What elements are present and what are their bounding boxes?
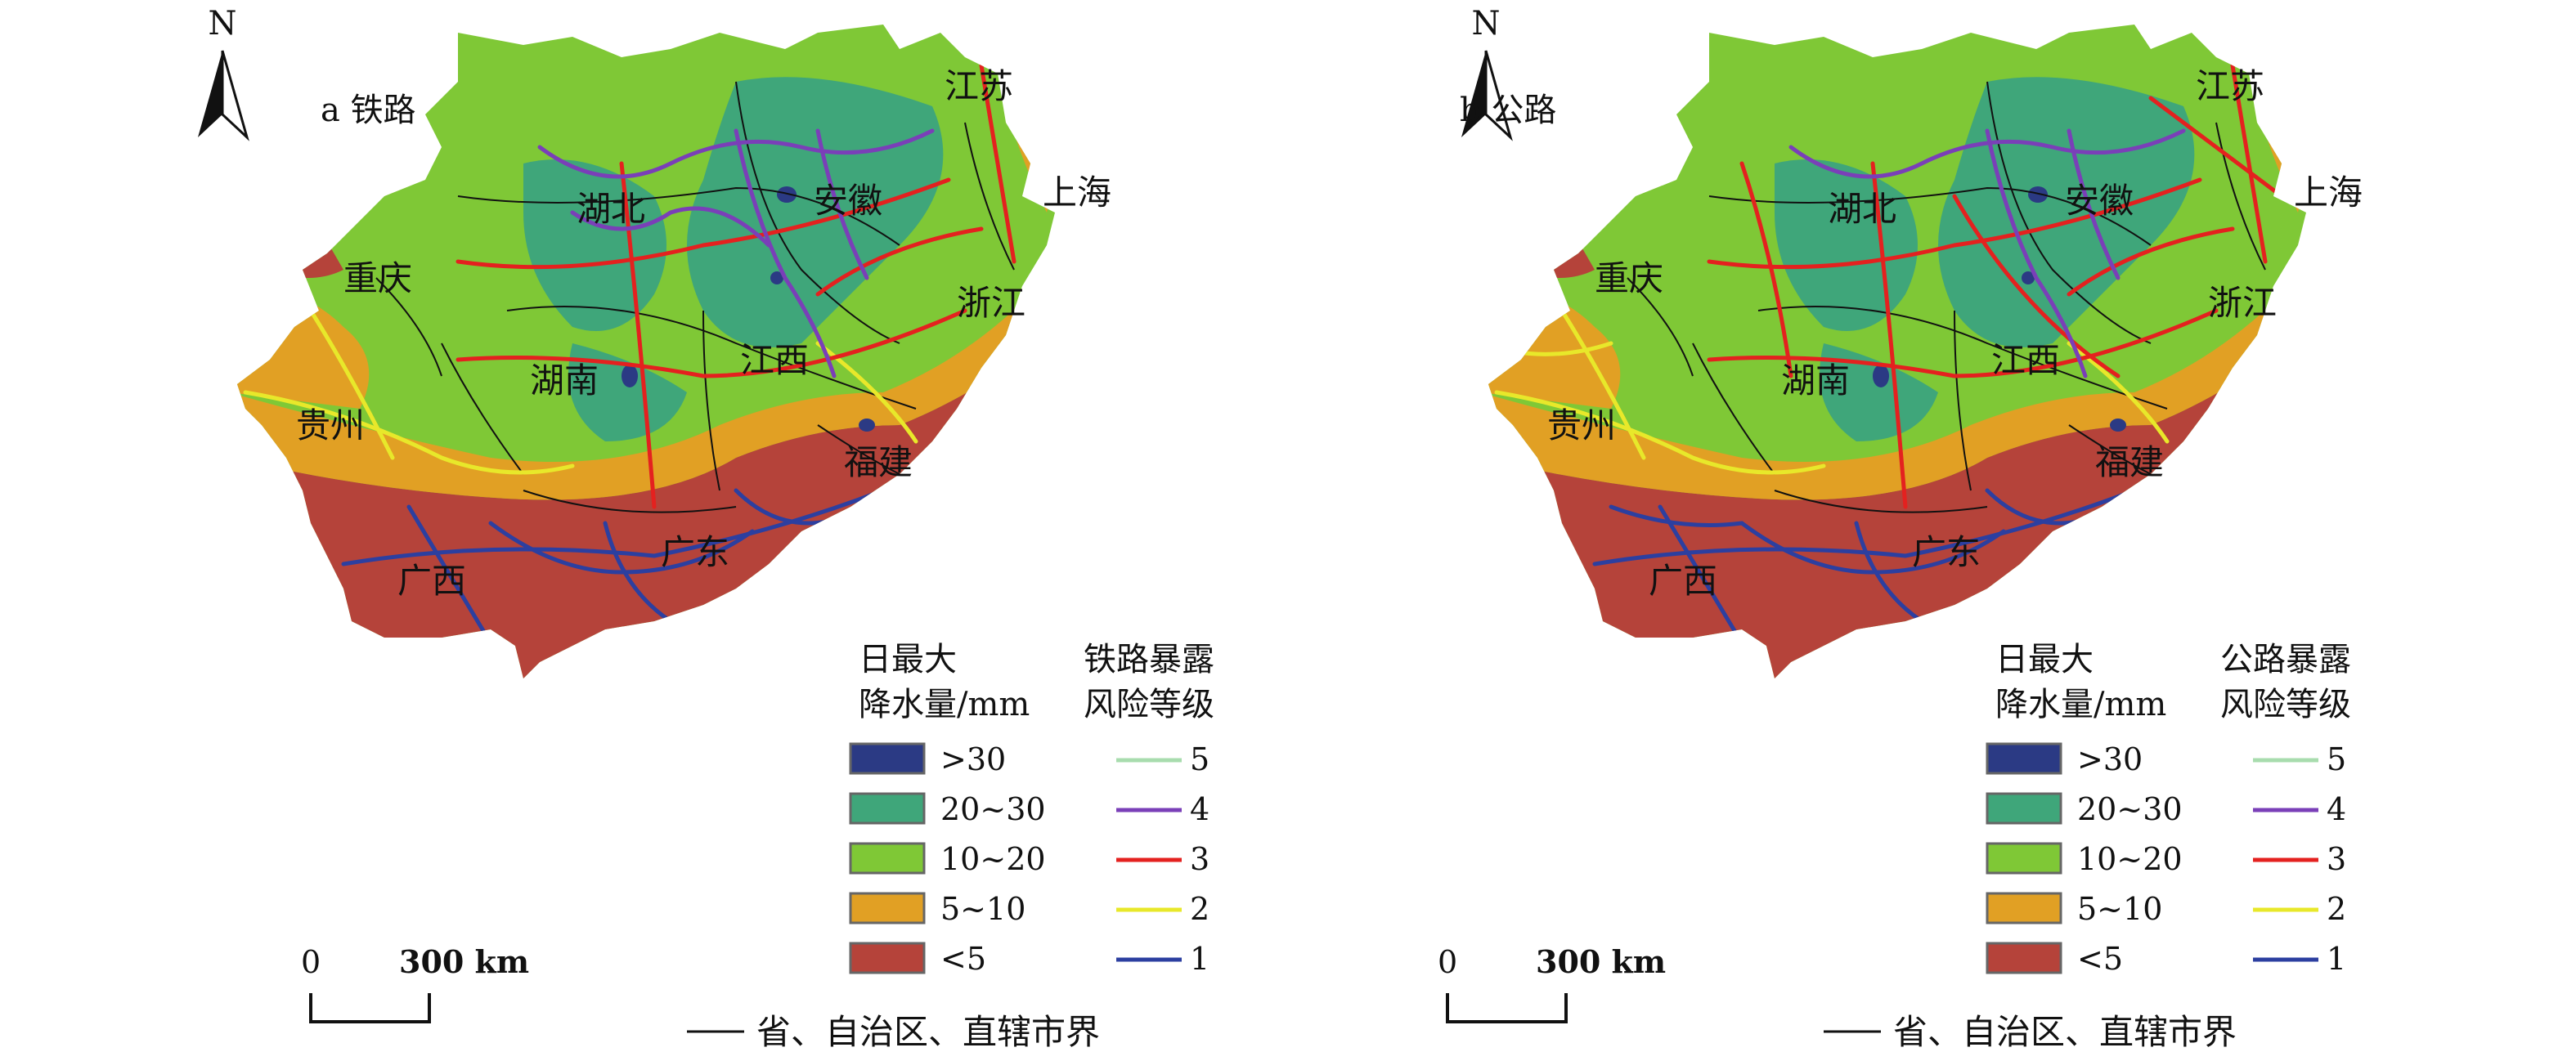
highway-map-svg: N <box>1438 5 2363 1052</box>
province-label-hubei: 湖北 <box>577 189 645 229</box>
province-label-guizhou: 贵州 <box>296 405 365 445</box>
scale-zero: 0 <box>1438 944 1457 980</box>
risk-level-label: 4 <box>1190 791 1209 827</box>
province-label-zhejiang: 浙江 <box>2208 283 2277 323</box>
map-panel-railway: N <box>198 5 1214 1052</box>
precip-legend-heading-1: 日最大 <box>859 641 957 678</box>
north-arrow-icon <box>1461 50 1513 141</box>
precip-class-label: 10~20 <box>2077 841 2183 877</box>
map-panel-highway: N <box>1288 0 2576 1052</box>
province-label-hunan: 湖南 <box>1781 360 1850 401</box>
precip-class-label: 10~20 <box>940 841 1046 877</box>
risk-level-label: 1 <box>1190 941 1209 977</box>
precip-swatch <box>1986 742 2062 775</box>
risk-legend-heading-1: 公路暴露 <box>2220 641 2351 678</box>
province-label-chongqing: 重庆 <box>1595 258 1663 298</box>
province-label-jiangxi: 江西 <box>740 340 809 380</box>
precip-swatch <box>1986 842 2062 875</box>
scale-distance: 300 km <box>1536 943 1666 980</box>
province-label-zhejiang: 浙江 <box>957 283 1025 323</box>
precip-class-label: >30 <box>940 741 1006 777</box>
risk-level-label: 4 <box>2327 791 2346 827</box>
province-label-shanghai: 上海 <box>2294 172 2363 213</box>
boundary-note: 省、自治区、直辖市界 <box>1893 1012 2237 1052</box>
province-label-anhui: 安徽 <box>2065 181 2134 221</box>
risk-level-label: 5 <box>2327 741 2346 777</box>
precip-swatch <box>1986 792 2062 825</box>
province-label-guangxi: 广西 <box>1649 561 1717 601</box>
province-label-chongqing: 重庆 <box>343 258 412 298</box>
risk-legend-heading-2: 风险等级 <box>1084 686 1214 723</box>
risk-legend-heading-2: 风险等级 <box>2220 686 2351 723</box>
precip-legend: >30 20~30 10~20 5~10 <5 <box>1986 741 2183 977</box>
province-label-guizhou: 贵州 <box>1547 405 1616 445</box>
precipitation-map <box>1488 25 2306 678</box>
province-label-hunan: 湖南 <box>530 360 599 401</box>
precip-class-label: 5~10 <box>2077 891 2162 927</box>
province-label-guangxi: 广西 <box>397 561 466 601</box>
province-label-jiangxi: 江西 <box>1991 340 2060 380</box>
railway-map-svg: N <box>198 5 1214 1052</box>
precip-legend: >30 20~30 10~20 5~10 <5 <box>849 741 1046 977</box>
risk-legend: 5 4 3 2 1 <box>1116 741 1209 977</box>
precip-class-label: 20~30 <box>940 791 1046 827</box>
province-label-fujian: 福建 <box>2095 442 2164 482</box>
province-label-hubei: 湖北 <box>1828 189 1896 229</box>
precip-legend-heading-2: 降水量/mm <box>859 686 1030 723</box>
precip-swatch <box>849 892 926 924</box>
scale-distance: 300 km <box>399 943 529 980</box>
precip-legend-heading-1: 日最大 <box>1995 641 2094 678</box>
province-label-guangdong: 广东 <box>1912 532 1981 572</box>
risk-legend: 5 4 3 2 1 <box>2253 741 2346 977</box>
panel-title: a 铁路 <box>321 92 416 129</box>
precip-swatch <box>1986 942 2062 974</box>
scale-bar <box>309 993 431 1023</box>
precip-class-label: >30 <box>2077 741 2143 777</box>
scale-zero: 0 <box>301 944 321 980</box>
precip-swatch <box>1986 892 2062 924</box>
province-label-fujian: 福建 <box>844 442 913 482</box>
north-label: N <box>209 5 237 43</box>
north-label: N <box>1472 5 1501 43</box>
province-label-jiangsu: 江苏 <box>945 66 1013 106</box>
precip-class-label: <5 <box>940 941 986 977</box>
panel-title: b 公路 <box>1460 92 1556 129</box>
risk-level-label: 2 <box>2327 891 2346 927</box>
province-label-guangdong: 广东 <box>661 532 729 572</box>
scale-bar <box>1446 993 1568 1023</box>
precip-class-label: 20~30 <box>2077 791 2183 827</box>
risk-legend-heading-1: 铁路暴露 <box>1084 641 1214 678</box>
precip-swatch <box>849 742 926 775</box>
precip-legend-heading-2: 降水量/mm <box>1995 686 2166 723</box>
risk-level-label: 1 <box>2327 941 2346 977</box>
north-arrow-icon <box>198 50 249 141</box>
risk-level-label: 2 <box>1190 891 1209 927</box>
risk-level-label: 3 <box>2327 841 2346 877</box>
risk-level-label: 5 <box>1190 741 1209 777</box>
province-label-shanghai: 上海 <box>1043 172 1111 213</box>
precip-class-label: <5 <box>2077 941 2123 977</box>
precip-swatch <box>849 792 926 825</box>
province-label-anhui: 安徽 <box>814 181 882 221</box>
precip-swatch <box>849 942 926 974</box>
province-label-jiangsu: 江苏 <box>2196 66 2264 106</box>
precip-swatch <box>849 842 926 875</box>
risk-level-label: 3 <box>1190 841 1209 877</box>
boundary-note: 省、自治区、直辖市界 <box>756 1012 1100 1052</box>
precip-class-label: 5~10 <box>940 891 1025 927</box>
